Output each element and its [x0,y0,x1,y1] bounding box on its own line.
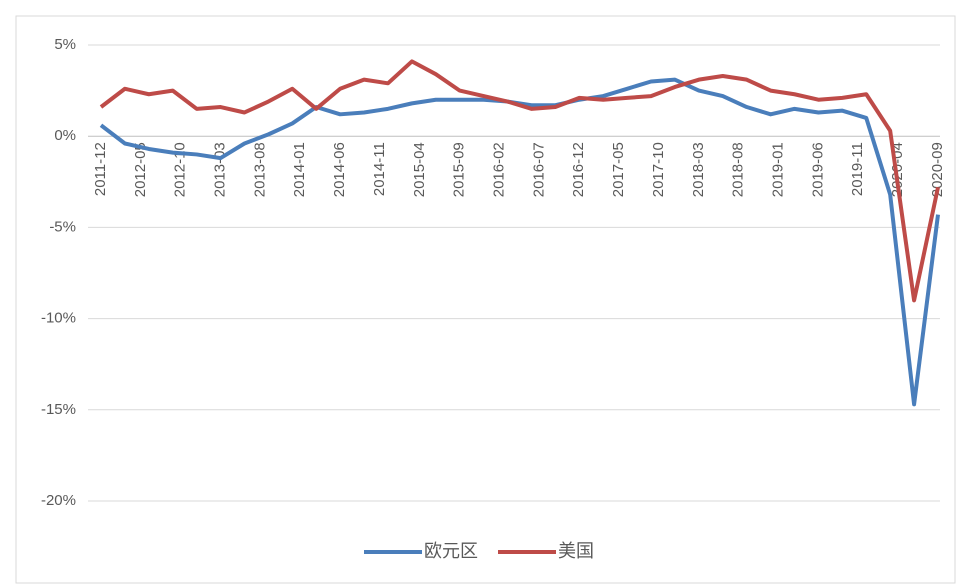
y-tick-label: 0% [54,127,76,144]
x-tick-label: 2013-03 [212,142,229,197]
x-tick-label: 2016-07 [530,142,547,197]
x-tick-label: 2011-12 [92,142,109,196]
x-tick-label: 2019-11 [849,142,866,196]
legend-label: 美国 [558,541,594,561]
y-tick-label: -15% [41,401,76,418]
legend-label: 欧元区 [424,541,478,561]
x-tick-label: 2018-03 [690,142,707,197]
x-tick-label: 2016-12 [570,142,587,197]
x-tick-label: 2012-10 [172,142,189,197]
x-tick-label: 2020-09 [929,142,946,197]
x-tick-label: 2012-05 [132,142,149,197]
x-tick-label: 2015-09 [451,142,468,197]
x-tick-label: 2013-08 [251,142,268,197]
x-tick-label: 2018-08 [730,142,747,197]
x-tick-label: 2019-06 [809,142,826,197]
x-tick-label: 2016-02 [491,142,508,197]
x-tick-label: 2015-04 [411,142,428,197]
x-tick-label: 2017-05 [610,142,627,197]
x-tick-label: 2014-01 [291,142,308,197]
x-tick-label: 2014-06 [331,142,348,197]
line [99,59,940,303]
y-tick-label: -5% [49,218,76,235]
x-tick-label: 2014-11 [371,142,388,196]
x-tick-label: 2019-01 [770,142,787,197]
y-tick-label: 5% [54,36,76,53]
y-tick-label: -20% [41,492,76,509]
y-tick-label: -10% [41,310,76,327]
x-tick-label: 2017-10 [650,142,667,197]
